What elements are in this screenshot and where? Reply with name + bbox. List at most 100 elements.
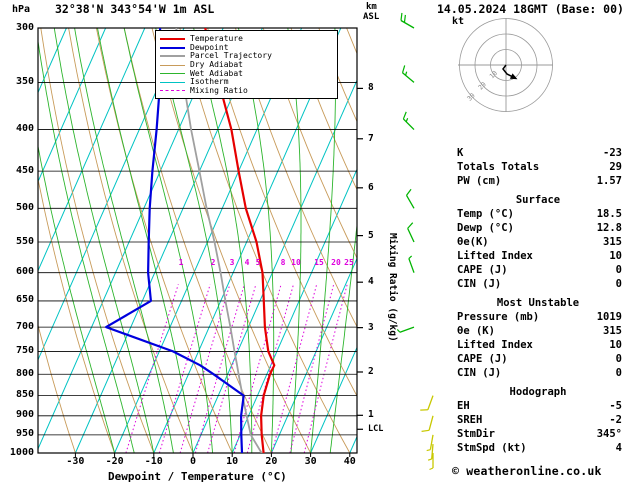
pressure-tick-label: 900 (15, 409, 34, 421)
stat-label: K (457, 147, 464, 159)
km-tick-label: 8 (368, 82, 374, 94)
mixing-ratio-value-label: 8 (280, 258, 286, 267)
stat-value: 1019 (596, 311, 622, 323)
pressure-tick-label: 300 (15, 21, 34, 33)
km-tick-label: 2 (368, 366, 374, 377)
wind-barb-feather (403, 14, 406, 23)
legend-line-sample (160, 38, 185, 41)
pressure-axis-unit-label: hPa (12, 4, 31, 15)
parcel-trajectory-line (175, 28, 263, 453)
lcl-label: LCL (368, 424, 384, 435)
stat-row: Temp (°C) 18.5 (452, 207, 624, 221)
stat-label: PW (cm) (457, 175, 502, 187)
stat-row: Totals Totals 29 (452, 160, 624, 174)
stats-panel: K -23 Totals Totals 29 PW (cm) 1.57 Surface Tem… (452, 146, 624, 455)
mixing-ratio-line (207, 284, 257, 453)
temp-tick-label: 30 (304, 456, 317, 467)
hodograph-ring (474, 33, 538, 97)
pressure-tick-label: 1000 (9, 446, 34, 458)
wind-barb-half-feather (408, 255, 413, 260)
stat-label: CAPE (J) (457, 264, 508, 276)
legend-item: Wet Adiabat (160, 69, 337, 78)
stat-row: K -23 (452, 146, 624, 160)
stat-label: Totals Totals (457, 161, 540, 173)
mixing-ratio-value-label: 15 (314, 258, 324, 267)
dry-adiabat-line (38, 323, 76, 453)
legend-item: Isotherm (160, 78, 337, 87)
pressure-tick-label: 450 (15, 164, 34, 176)
wind-barb-staff (402, 118, 415, 131)
wind-barb (400, 12, 415, 29)
stat-label: CAPE (J) (457, 353, 508, 365)
legend-line-sample (160, 64, 185, 66)
wind-barb-staff (408, 258, 415, 273)
stat-label: SREH (457, 414, 483, 426)
stat-row: PW (cm) 1.57 (452, 174, 624, 188)
stat-value: 0 (615, 278, 622, 290)
hodograph-ring-label: 30 (466, 91, 477, 102)
stat-row: Dewp (°C) 12.8 (452, 221, 624, 235)
legend-item-label: Isotherm (190, 77, 229, 87)
temperature-line (204, 28, 276, 453)
stat-row: Lifted Index 10 (452, 249, 624, 263)
stat-value: -23 (603, 147, 622, 159)
wind-barb (405, 188, 415, 209)
legend-item-label: Dry Adiabat (190, 60, 243, 70)
altitude-axis-unit-km: km (366, 2, 377, 12)
wind-barb-staff (402, 72, 415, 83)
mixing-ratio-line (233, 284, 282, 453)
pressure-tick-label: 800 (15, 367, 34, 379)
wind-barb-staff (405, 195, 415, 209)
wind-barb-feather (421, 429, 430, 432)
wind-barb (401, 65, 415, 83)
stat-label: StmSpd (kt) (457, 442, 527, 454)
stat-row: θe (K) 315 (452, 324, 624, 338)
isotherm-line (38, 28, 185, 362)
wind-barb-half-feather (396, 329, 401, 333)
legend-item-label: Mixing Ratio (190, 85, 248, 95)
pressure-tick-label: 350 (15, 75, 34, 87)
hodograph-ring (459, 18, 553, 112)
wind-barb (407, 222, 415, 243)
stat-value: 10 (609, 250, 622, 262)
hodograph-arrowhead (509, 73, 518, 80)
mixing-ratio-line (179, 284, 231, 453)
wind-barb (429, 453, 434, 471)
wind-barb-feather (406, 188, 412, 196)
temp-tick-label: 0 (189, 456, 197, 467)
temp-tick-label: -20 (105, 456, 124, 467)
legend: Temperature Dewpoint Parcel Trajectory Dry … (155, 30, 338, 100)
wind-barb-half-feather (405, 118, 409, 122)
legend-line-sample (160, 46, 185, 49)
legend-line-sample (160, 81, 185, 83)
stat-section-title: Surface (515, 194, 561, 206)
legend-item-label: Temperature (190, 34, 243, 44)
location-title: 32°38'N 343°54'W 1m ASL (55, 2, 215, 16)
stat-value: 29 (609, 161, 622, 173)
stat-value: 345° (596, 428, 622, 440)
km-tick-label: 3 (368, 321, 374, 333)
km-tick-label: 4 (368, 276, 374, 288)
pressure-tick-label: 650 (15, 294, 34, 306)
legend-item: Parcel Trajectory (160, 52, 337, 61)
stat-row: Lifted Index 10 (452, 338, 624, 352)
pressure-tick-label: 750 (15, 344, 34, 356)
stat-section-title: Hodograph (509, 386, 567, 398)
wind-barb-half-feather (404, 71, 408, 76)
mixing-ratio-line (303, 284, 348, 453)
pressure-tick-label: 500 (15, 201, 34, 213)
pressure-tick-label: 850 (15, 389, 34, 401)
stat-label: CIN (J) (457, 367, 502, 379)
stat-value: -2 (609, 414, 622, 426)
mixing-ratio-value-label: 20 (331, 258, 341, 267)
pressure-tick-label: 700 (15, 320, 34, 332)
temp-tick-label: 40 (343, 456, 356, 467)
temp-tick-label: -10 (144, 456, 163, 467)
stat-label: CIN (J) (457, 278, 502, 290)
wind-barb (402, 111, 415, 131)
hodograph-ring-label: 20 (477, 80, 488, 91)
km-tick-label: 6 (368, 181, 374, 193)
stat-row: θe(K) 315 (452, 235, 624, 249)
mixing-ratio-line (158, 284, 211, 453)
